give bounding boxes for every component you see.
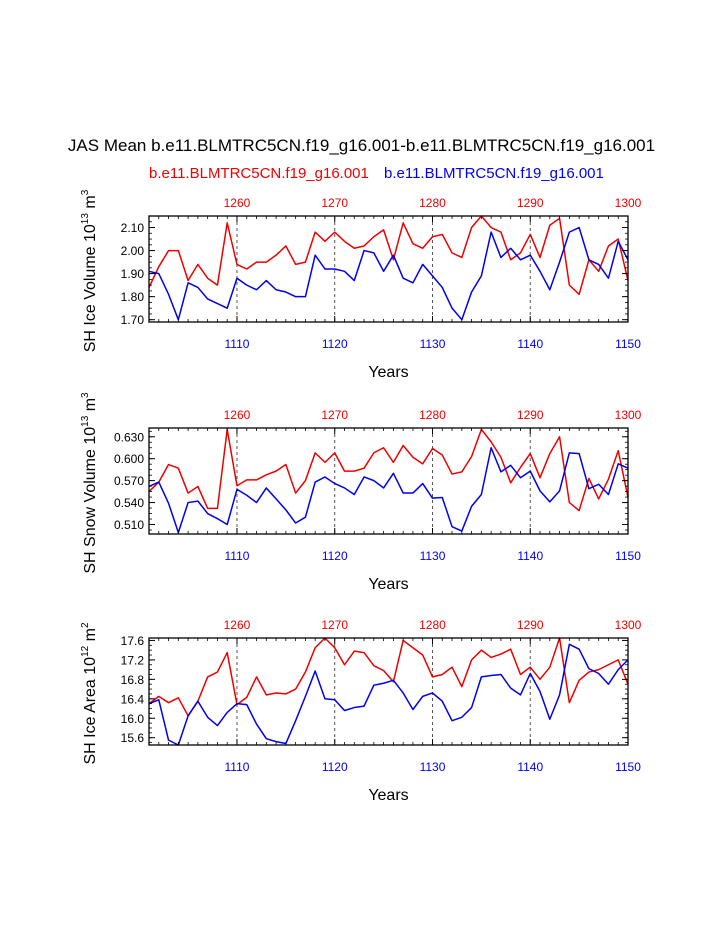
- plot-frame: [148, 637, 629, 746]
- series-line-red: [148, 428, 629, 512]
- x-tick-label-bottom: 1130: [420, 760, 446, 774]
- x-tick-label-bottom: 1130: [420, 549, 446, 563]
- x-tick-label-top: 1260: [224, 618, 251, 632]
- y-tick-label: 17.2: [121, 653, 145, 667]
- x-tick-label-top: 1280: [419, 196, 446, 210]
- x-tick-label-top: 1290: [517, 196, 544, 210]
- panels: 1.70 1.80 1.90 2.00 2.10 1110 1120 1130 1140 1150…: [80, 189, 642, 804]
- y-tick-label: 0.600: [114, 452, 144, 466]
- x-axis-title: Years: [368, 364, 408, 381]
- y-tick-label: 1.70: [121, 313, 145, 327]
- x-tick-label-bottom: 1120: [322, 760, 348, 774]
- y-axis-title-part: SH Ice Area 10: [82, 657, 99, 765]
- y-tick-label: 16.4: [121, 692, 145, 706]
- x-tick-label-top: 1270: [321, 196, 348, 210]
- chart-panel-2: 0.510 0.540 0.570 0.600 0.630 1110 1120 1130 114…: [80, 392, 642, 593]
- x-tick-label-top: 1290: [517, 408, 544, 422]
- x-tick-label-top: 1300: [615, 196, 642, 210]
- y-axis-title: SH Snow Volume 1013 m3: [80, 392, 99, 574]
- x-axis-title: Years: [368, 576, 408, 593]
- x-tick-label-bottom: 1140: [517, 549, 543, 563]
- y-axis-title-part: SH Snow Volume 10: [82, 427, 99, 574]
- y-tick-label: 2.00: [121, 244, 145, 258]
- x-tick-label-top: 1260: [224, 408, 251, 422]
- series-line-blue: [148, 226, 629, 321]
- y-axis-title-exponent: 12: [80, 645, 91, 657]
- x-tick-label-bottom: 1140: [517, 760, 543, 774]
- y-axis-title-part: m: [82, 628, 99, 646]
- y-axis-title: SH Ice Volume 1013 m3: [80, 189, 99, 352]
- legend-red-label: b.e11.BLMTRC5CN.f19_g16.001: [149, 165, 369, 182]
- x-tick-label-bottom: 1140: [517, 337, 543, 351]
- x-tick-label-top: 1260: [224, 196, 251, 210]
- series-line-red: [148, 215, 629, 296]
- y-tick-label: 16.0: [121, 712, 145, 726]
- y-axis-title-exponent: 3: [80, 392, 91, 398]
- y-tick-label: 16.8: [121, 673, 145, 687]
- x-tick-label-top: 1270: [321, 408, 348, 422]
- y-axis-title: SH Ice Area 1012 m2: [80, 622, 99, 765]
- x-axis-title: Years: [368, 787, 408, 804]
- figure-title: JAS Mean b.e11.BLMTRC5CN.f19_g16.001-b.e…: [68, 136, 655, 155]
- x-tick-label-bottom: 1120: [322, 549, 348, 563]
- series-line-red: [148, 637, 629, 717]
- y-tick-label: 1.90: [121, 267, 145, 281]
- y-tick-label: 0.540: [114, 496, 144, 510]
- y-tick-label: 0.630: [114, 430, 144, 444]
- y-tick-label: 0.510: [114, 518, 144, 532]
- x-tick-label-bottom: 1110: [225, 760, 250, 774]
- y-axis-title-part: SH Ice Volume 10: [82, 224, 99, 352]
- y-axis-title-exponent: 3: [80, 189, 91, 195]
- y-tick-label: 0.570: [114, 474, 144, 488]
- legend-blue-label: b.e11.BLMTRC5CN.f19_g16.001: [384, 165, 604, 182]
- x-tick-label-bottom: 1150: [615, 337, 641, 351]
- x-tick-label-bottom: 1120: [322, 337, 348, 351]
- x-tick-label-bottom: 1150: [615, 760, 641, 774]
- x-tick-label-bottom: 1150: [615, 549, 641, 563]
- y-tick-label: 2.10: [121, 221, 145, 235]
- y-axis-title-exponent: 2: [80, 622, 91, 628]
- y-axis-title-exponent: 13: [80, 415, 91, 427]
- x-tick-label-bottom: 1110: [225, 549, 250, 563]
- y-tick-label: 1.80: [121, 290, 145, 304]
- y-axis-title-part: m: [82, 398, 99, 416]
- chart-panel-1: 1.70 1.80 1.90 2.00 2.10 1110 1120 1130 1140 1150…: [80, 189, 642, 381]
- chart-panel-3: 15.6 16.0 16.4 16.8 17.2 17.6 1110 1120 1130 1140…: [80, 618, 642, 804]
- plot-frame: [148, 215, 629, 323]
- y-axis-title-exponent: 13: [80, 213, 91, 225]
- y-tick-label: 17.6: [121, 634, 145, 648]
- x-tick-label-bottom: 1110: [225, 337, 250, 351]
- x-tick-label-top: 1270: [321, 618, 348, 632]
- y-tick-label: 15.6: [121, 731, 145, 745]
- series-line-blue: [148, 643, 629, 746]
- x-tick-label-bottom: 1130: [420, 337, 446, 351]
- x-tick-label-top: 1300: [615, 618, 642, 632]
- x-tick-label-top: 1300: [615, 408, 642, 422]
- series-line-blue: [148, 446, 629, 534]
- x-tick-label-top: 1290: [517, 618, 544, 632]
- x-tick-label-top: 1280: [419, 408, 446, 422]
- y-axis-title-part: m: [82, 195, 99, 213]
- x-tick-label-top: 1280: [419, 618, 446, 632]
